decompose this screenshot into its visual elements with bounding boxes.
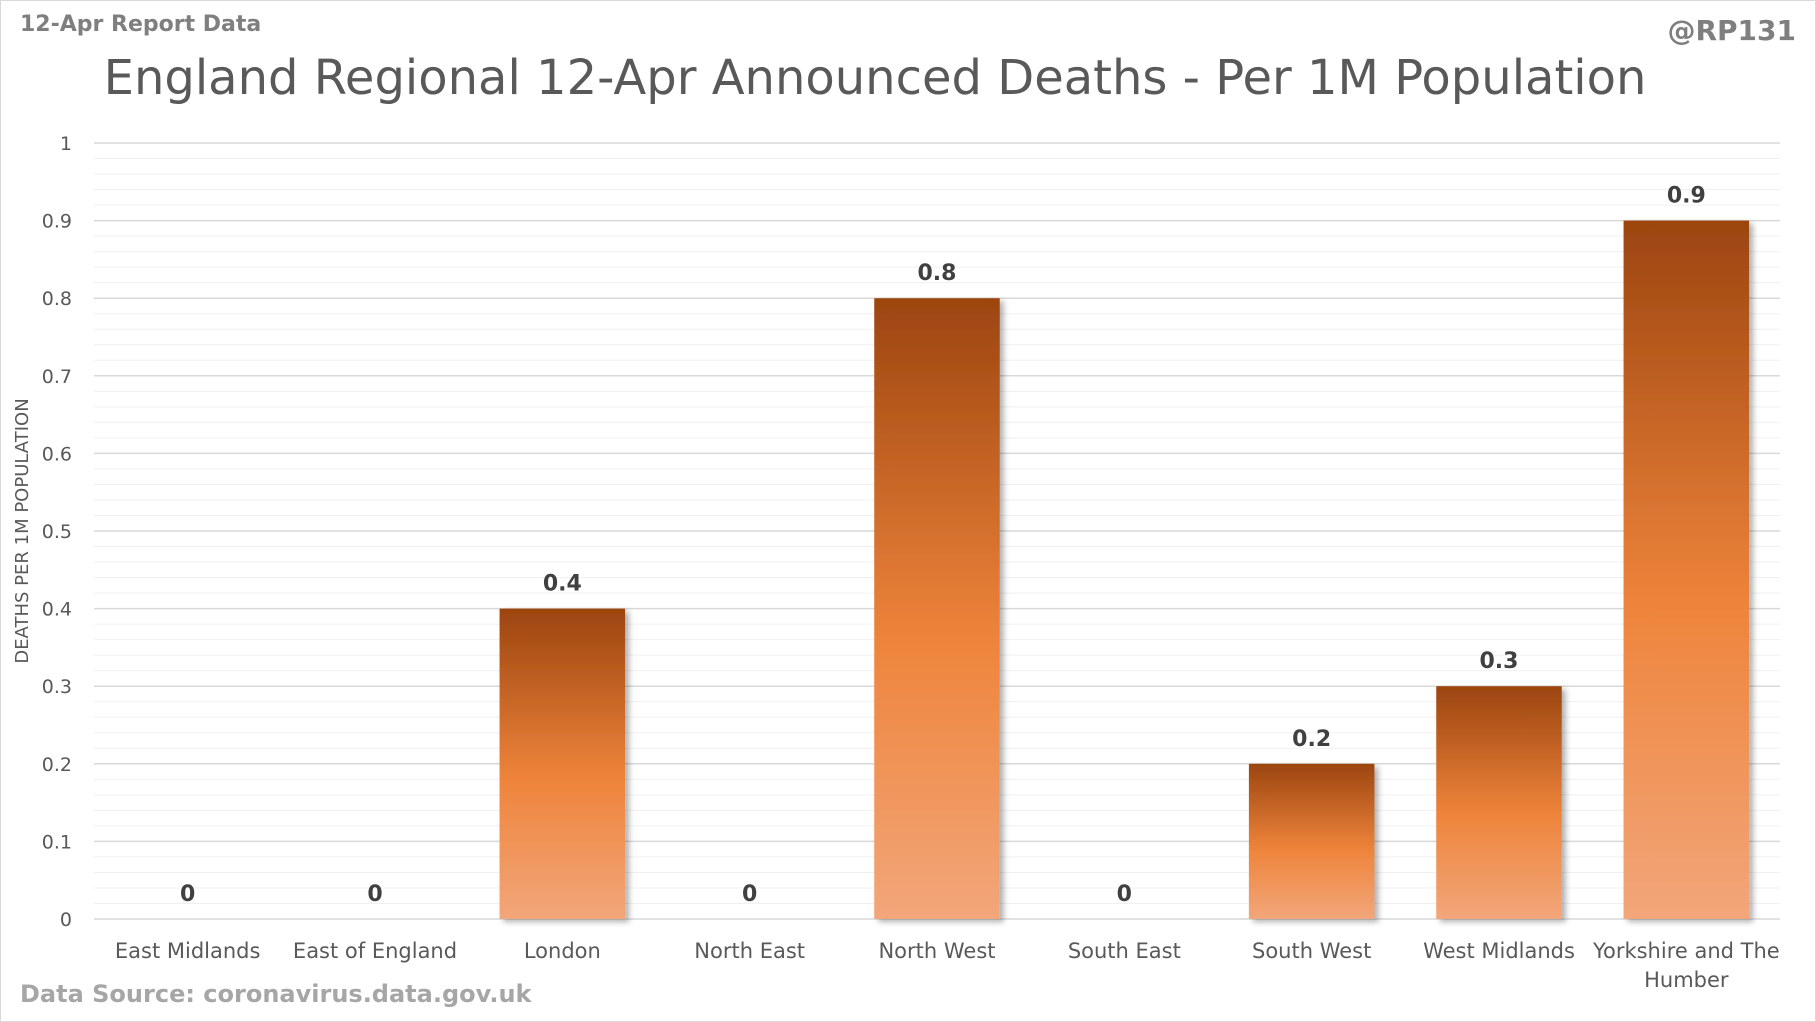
- bar: [1248, 763, 1375, 919]
- y-tick-label: 0.8: [42, 288, 72, 310]
- data-label: 0.3: [1480, 649, 1519, 674]
- x-axis-labels: East Midlands East of England London North …: [115, 939, 1780, 992]
- x-category-label: East Midlands: [115, 939, 261, 963]
- y-tick-label: 0.4: [42, 599, 72, 621]
- data-label: 0: [742, 882, 757, 907]
- x-category-label: North West: [878, 939, 995, 963]
- chart-title: England Regional 12-Apr Announced Deaths…: [103, 50, 1647, 106]
- author-handle: @RP131: [1667, 14, 1796, 47]
- y-tick-label: 1: [60, 133, 72, 155]
- y-tick-label: 0.7: [42, 366, 72, 388]
- x-category-label: Yorkshire and The Humber: [1592, 939, 1780, 992]
- x-category-label: London: [524, 939, 601, 963]
- bar: [1623, 220, 1750, 920]
- y-tick-label: 0.2: [42, 754, 72, 776]
- bar: [874, 298, 1000, 919]
- y-tick-label: 0.5: [42, 521, 72, 543]
- bar: [499, 608, 626, 919]
- bar: [1436, 686, 1562, 919]
- x-category-label: South West: [1252, 939, 1371, 963]
- data-label: 0.9: [1667, 184, 1706, 209]
- x-category-label: West Midlands: [1423, 939, 1575, 963]
- data-label: 0: [367, 882, 382, 907]
- y-tick-label: 0.6: [42, 443, 72, 465]
- y-tick-label: 0: [60, 909, 72, 931]
- data-labels: 0 0 0.4 0 0.8 0 0.2 0.3 0.9: [180, 184, 1706, 907]
- x-category-label: North East: [694, 939, 805, 963]
- y-tick-label: 0.3: [42, 676, 72, 698]
- data-label: 0.8: [918, 261, 957, 286]
- x-category-label: South East: [1068, 939, 1181, 963]
- data-label: 0.2: [1292, 727, 1331, 752]
- y-tick-label: 0.9: [42, 211, 72, 233]
- data-label: 0.4: [543, 572, 582, 597]
- data-label: 0: [180, 882, 195, 907]
- report-date-label: 12-Apr Report Data: [20, 12, 262, 37]
- bars: [499, 220, 1750, 920]
- y-axis-ticks: 0 0.1 0.2 0.3 0.4 0.5 0.6 0.7 0.8 0.9 1: [42, 133, 72, 931]
- y-axis-title: DEATHS PER 1M POPULATION: [12, 398, 33, 663]
- x-category-label: East of England: [293, 939, 457, 963]
- data-label: 0: [1117, 882, 1132, 907]
- data-source: Data Source: coronavirus.data.gov.uk: [20, 980, 532, 1008]
- y-tick-label: 0.1: [42, 831, 72, 853]
